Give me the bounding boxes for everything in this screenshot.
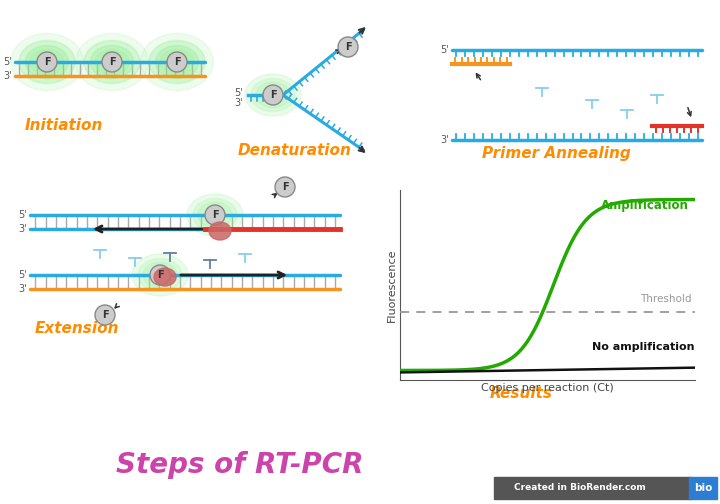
Ellipse shape (140, 33, 213, 91)
Text: Primer Annealing: Primer Annealing (482, 146, 631, 161)
Circle shape (95, 305, 115, 325)
Text: 3': 3' (19, 224, 27, 234)
Ellipse shape (11, 33, 84, 91)
Y-axis label: Fluorescence: Fluorescence (387, 248, 397, 322)
Text: F: F (44, 57, 50, 67)
Ellipse shape (154, 268, 176, 286)
Text: 5': 5' (18, 210, 27, 220)
Circle shape (150, 265, 170, 285)
Ellipse shape (138, 259, 182, 291)
Ellipse shape (149, 40, 205, 84)
Text: Results: Results (490, 386, 553, 401)
X-axis label: Copies per reaction (Ct): Copies per reaction (Ct) (481, 383, 614, 393)
Circle shape (275, 177, 295, 197)
Text: Amplification: Amplification (600, 199, 688, 212)
Ellipse shape (256, 82, 290, 108)
Ellipse shape (26, 45, 68, 79)
Circle shape (263, 85, 283, 105)
Ellipse shape (160, 49, 194, 75)
Text: F: F (345, 42, 351, 52)
Text: 5': 5' (234, 88, 243, 98)
Text: Denaturation: Denaturation (238, 143, 352, 158)
Text: F: F (109, 57, 115, 67)
Circle shape (338, 37, 358, 57)
Ellipse shape (84, 41, 140, 83)
Text: F: F (212, 210, 218, 220)
Ellipse shape (193, 199, 237, 231)
Ellipse shape (25, 45, 69, 79)
Text: 5': 5' (18, 270, 27, 280)
Text: 5': 5' (440, 45, 449, 55)
Text: F: F (102, 310, 108, 320)
Ellipse shape (187, 194, 243, 236)
Ellipse shape (90, 45, 134, 79)
Text: Extension: Extension (35, 321, 120, 336)
Text: No amplification: No amplification (592, 342, 694, 352)
Ellipse shape (209, 222, 231, 240)
Ellipse shape (132, 254, 188, 296)
Circle shape (205, 205, 225, 225)
Circle shape (102, 52, 122, 72)
Ellipse shape (91, 45, 133, 79)
Text: Threshold: Threshold (641, 294, 692, 304)
Ellipse shape (149, 41, 205, 83)
Text: 3': 3' (4, 71, 12, 81)
Ellipse shape (84, 40, 140, 84)
Ellipse shape (76, 33, 148, 91)
Text: 3': 3' (19, 284, 27, 294)
Ellipse shape (30, 49, 64, 75)
Ellipse shape (251, 79, 295, 111)
Circle shape (167, 52, 187, 72)
Ellipse shape (155, 45, 199, 79)
Text: F: F (282, 182, 288, 192)
Text: Steps of RT-PCR: Steps of RT-PCR (116, 451, 364, 479)
Text: F: F (174, 57, 180, 67)
Text: 3': 3' (441, 135, 449, 145)
Ellipse shape (143, 262, 177, 288)
Circle shape (37, 52, 57, 72)
Text: Initiation: Initiation (25, 118, 104, 133)
FancyBboxPatch shape (689, 477, 717, 499)
FancyBboxPatch shape (494, 477, 691, 499)
Text: Created in BioRender.com: Created in BioRender.com (514, 483, 646, 492)
Text: bio: bio (694, 483, 712, 493)
Ellipse shape (156, 45, 198, 79)
Ellipse shape (19, 41, 75, 83)
Text: F: F (157, 270, 163, 280)
Ellipse shape (95, 49, 129, 75)
Ellipse shape (19, 40, 75, 84)
Text: 3': 3' (235, 98, 243, 108)
Text: 5': 5' (4, 57, 12, 67)
Ellipse shape (245, 74, 301, 116)
Ellipse shape (198, 202, 232, 228)
Text: F: F (270, 90, 276, 100)
